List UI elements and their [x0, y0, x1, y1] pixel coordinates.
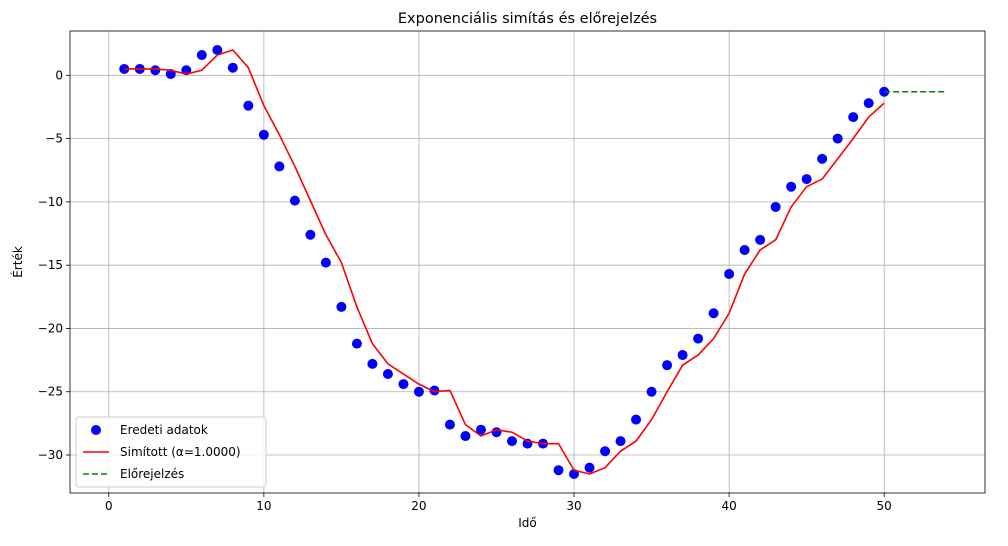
- scatter-point: [227, 62, 238, 73]
- scatter-point: [196, 50, 207, 61]
- scatter-point: [212, 44, 223, 55]
- x-tick-label: 20: [411, 499, 426, 513]
- scatter-point: [662, 360, 673, 371]
- grid: [70, 31, 985, 493]
- scatter-point: [398, 379, 409, 390]
- chart-title: Exponenciális simítás és előrejelzés: [398, 11, 657, 27]
- legend-label: Előrejelzés: [120, 467, 184, 481]
- scatter-point: [817, 153, 828, 164]
- scatter-point: [382, 369, 393, 380]
- y-tick-label: −20: [38, 321, 63, 335]
- scatter-point: [274, 161, 285, 172]
- scatter-point: [724, 269, 735, 280]
- scatter-point: [305, 229, 316, 240]
- smoothed-line: [124, 49, 885, 475]
- scatter-point: [444, 419, 455, 430]
- scatter-point: [522, 438, 533, 449]
- scatter-point: [413, 386, 424, 397]
- scatter-point: [786, 181, 797, 192]
- scatter-point: [119, 63, 130, 74]
- x-tick-label: 40: [721, 499, 736, 513]
- scatter-point: [755, 234, 766, 245]
- scatter-point: [367, 358, 378, 369]
- y-tick-label: −30: [38, 448, 63, 462]
- legend-frame: [75, 416, 267, 488]
- x-axis-title: Idő: [518, 516, 537, 530]
- x-tick-label: 50: [877, 499, 892, 513]
- scatter-point: [553, 465, 564, 476]
- scatter-point: [693, 333, 704, 344]
- legend-label: Simított (α=1.0000): [120, 445, 241, 459]
- legend-marker: [91, 425, 101, 435]
- y-tick-label: 0: [55, 68, 63, 82]
- scatter-point: [243, 100, 254, 111]
- legend-label: Eredeti adatok: [120, 423, 208, 437]
- scatter-point: [351, 338, 362, 349]
- scatter-point: [320, 257, 331, 268]
- scatter-point: [150, 65, 161, 76]
- scatter-point: [801, 174, 812, 185]
- scatter-point: [491, 427, 502, 438]
- y-tick-label: −10: [38, 195, 63, 209]
- scatter-point: [475, 424, 486, 435]
- scatter-point: [863, 98, 874, 109]
- scatter-point: [646, 386, 657, 397]
- scatter-point: [289, 195, 300, 206]
- y-tick-label: −25: [38, 385, 63, 399]
- scatter-point: [429, 385, 440, 396]
- y-tick-label: −15: [38, 258, 63, 272]
- legend: Eredeti adatok Simított (α=1.0000) Előreje…: [75, 416, 267, 488]
- scatter-point: [584, 462, 595, 473]
- ticks: 0 10 20 30 40 50 0 −5 −10 −15 −20 −25 −30: [38, 68, 892, 513]
- plot-data: [119, 44, 947, 480]
- scatter-point: [258, 129, 269, 140]
- scatter-point: [708, 308, 719, 319]
- scatter-point: [506, 436, 517, 447]
- scatter-point: [336, 301, 347, 312]
- plot-frame: [69, 30, 986, 494]
- scatter-point: [677, 350, 688, 361]
- scatter-point: [832, 133, 843, 144]
- scatter-point: [600, 446, 611, 457]
- scatter-point: [848, 112, 859, 123]
- scatter-point: [460, 431, 471, 442]
- y-tick-label: −5: [45, 132, 63, 146]
- scatter-point: [631, 414, 642, 425]
- y-axis-title: Érték: [10, 246, 25, 278]
- x-tick-label: 30: [566, 499, 581, 513]
- scatter-point: [615, 436, 626, 447]
- scatter-point: [770, 201, 781, 212]
- scatter-point: [739, 244, 750, 255]
- x-tick-label: 10: [256, 499, 271, 513]
- x-tick-label: 0: [105, 499, 113, 513]
